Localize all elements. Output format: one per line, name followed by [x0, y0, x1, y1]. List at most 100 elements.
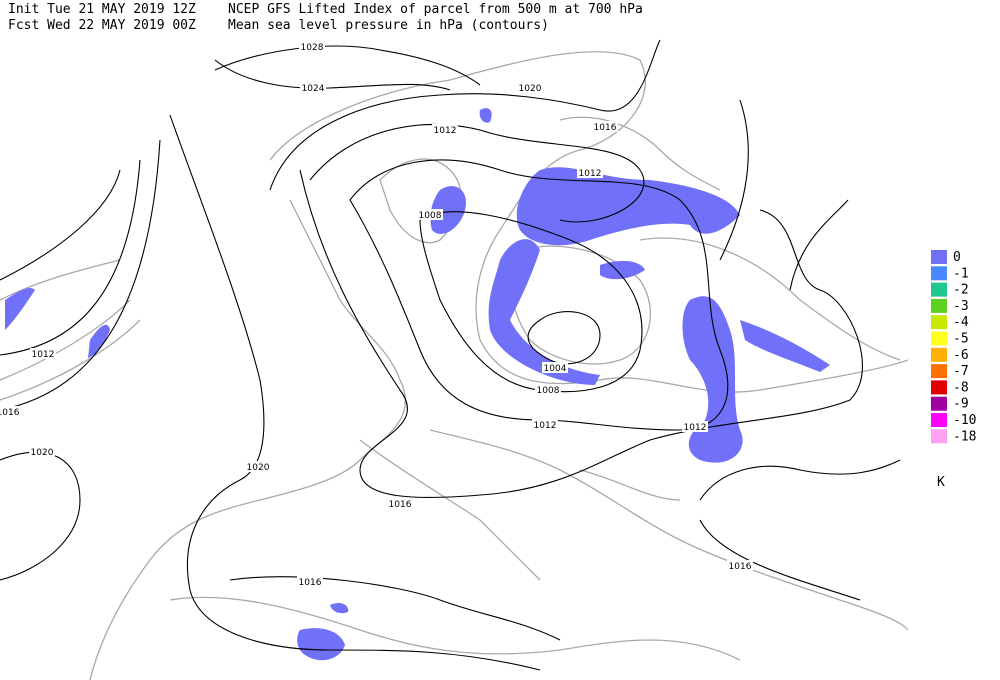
contour-label-bg: [592, 121, 618, 132]
unstable-area: [740, 320, 830, 372]
contour-label: 1020: [31, 448, 54, 458]
legend-swatch: [931, 331, 947, 346]
legend-label: 0: [953, 250, 961, 265]
map-title: NCEP GFS Lifted Index of parcel from 500…: [228, 2, 643, 17]
isobar: [0, 139, 161, 411]
contour-label: 1024: [302, 84, 325, 94]
unstable-area: [5, 288, 35, 330]
legend-label: -4: [953, 315, 969, 330]
coastline: [359, 439, 681, 581]
legend-swatch: [931, 315, 947, 330]
contour-label: 1028: [301, 43, 324, 53]
contour-label-bg: [387, 498, 413, 509]
legend-swatch: [931, 380, 947, 395]
contour-label: 1004: [544, 364, 567, 374]
contour-label-bg: [682, 421, 708, 432]
isobar: [0, 451, 81, 581]
legend-swatch: [931, 282, 947, 297]
contour-label: 1020: [247, 463, 270, 473]
legend-label: -7: [953, 364, 969, 379]
unstable-area: [488, 239, 600, 385]
unstable-area: [297, 628, 345, 661]
contour-label-bg: [29, 446, 55, 457]
unstable-area: [330, 602, 349, 614]
contour-label: 1016: [389, 500, 412, 510]
contour-label-bg: [417, 209, 443, 220]
contour-label: 1012: [32, 350, 55, 360]
isobar: [419, 211, 643, 393]
init-time: Init Tue 21 MAY 2019 12Z: [8, 2, 196, 17]
legend-unit: K: [937, 475, 945, 490]
legend-background: [908, 35, 1000, 680]
coastline: [639, 237, 901, 361]
legend-label: -6: [953, 348, 969, 363]
legend-label: -5: [953, 332, 969, 347]
legend-label: -8: [953, 380, 969, 395]
contour-label-bg: [432, 124, 458, 135]
isobar: [699, 459, 901, 601]
contour-label-bg: [542, 362, 568, 373]
contour-label: 1012: [434, 126, 457, 136]
legend-swatch: [931, 364, 947, 379]
legend-swatch: [931, 347, 947, 362]
coastline: [89, 199, 407, 680]
contour-label: 1012: [579, 169, 602, 179]
contour-label-bg: [245, 461, 271, 472]
legend-label: -1: [953, 266, 969, 281]
contour-label-bg: [30, 348, 56, 359]
map-subtitle: Mean sea level pressure in hPa (contours…: [228, 18, 549, 33]
contour-label: 1016: [729, 562, 752, 572]
contour-label-bg: [300, 82, 326, 93]
isobar: [309, 123, 645, 223]
coastline: [169, 596, 741, 661]
isobar: [527, 311, 601, 365]
unstable-area: [479, 108, 492, 123]
contour-label: 1012: [534, 421, 557, 431]
coastlines: [0, 51, 909, 680]
coastline: [0, 259, 141, 401]
legend-label: -9: [953, 397, 969, 412]
contour-label-bg: [297, 576, 323, 587]
legend-label: -18: [953, 429, 976, 444]
isobars: [0, 39, 901, 671]
contour-label-bg: [577, 167, 603, 178]
forecast-time: Fcst Wed 22 MAY 2019 00Z: [8, 18, 196, 33]
contour-label: 1008: [537, 386, 560, 396]
legend-swatch: [931, 250, 947, 264]
coastline: [429, 429, 909, 631]
isobar: [349, 159, 729, 431]
legend-swatch: [931, 396, 947, 411]
legend-swatch: [931, 298, 947, 313]
contour-label: 1008: [419, 211, 442, 221]
legend-label: -3: [953, 299, 969, 314]
isobar: [169, 114, 541, 671]
contour-label: 1016: [594, 123, 617, 133]
isobar: [299, 169, 863, 499]
contour-label: 1020: [519, 84, 542, 94]
isobar: [269, 39, 661, 191]
contour-label: 1012: [684, 423, 707, 433]
unstable-area: [430, 186, 466, 234]
coastline: [559, 116, 721, 191]
contour-label: 1016: [299, 578, 322, 588]
unstable-area: [682, 296, 743, 463]
isobar: [214, 59, 451, 91]
isobar: [214, 45, 481, 86]
contour-label-bg: [535, 384, 561, 395]
coastline: [510, 245, 652, 365]
lifted-index-areas: [5, 108, 830, 661]
unstable-area: [88, 324, 110, 358]
legend-swatch: [931, 266, 947, 281]
legend-label: -2: [953, 283, 969, 298]
legend-label: -10: [953, 413, 976, 428]
contour-label-bg: [517, 82, 543, 93]
contour-label: 1016: [0, 408, 20, 418]
contour-label-bg: [0, 406, 21, 417]
isobar: [719, 99, 749, 261]
contour-label-bg: [727, 560, 753, 571]
isobar: [789, 199, 849, 291]
contour-label-bg: [532, 419, 558, 430]
isobar: [229, 576, 561, 641]
contour-label-bg: [299, 41, 325, 52]
